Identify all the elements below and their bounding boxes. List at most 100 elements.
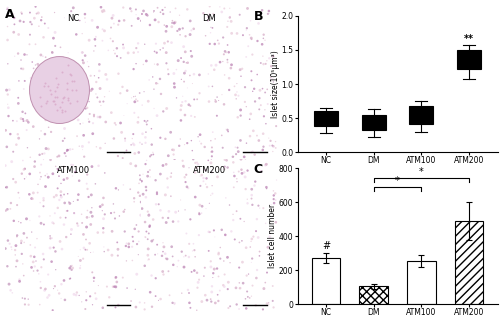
Point: [211, 136, 219, 141]
Point: [180, 44, 188, 49]
Point: [108, 229, 116, 234]
Point: [112, 122, 120, 127]
Point: [23, 118, 31, 123]
Point: [218, 92, 226, 97]
Point: [18, 251, 26, 256]
Point: [52, 249, 60, 254]
Point: [34, 190, 42, 195]
Point: [184, 140, 192, 146]
Point: [58, 195, 66, 200]
Point: [66, 276, 74, 281]
Point: [234, 149, 242, 154]
Point: [130, 94, 138, 99]
Point: [121, 136, 129, 141]
Point: [224, 306, 232, 311]
Point: [269, 149, 277, 154]
Point: [128, 234, 136, 239]
Point: [8, 290, 16, 295]
Point: [78, 144, 86, 149]
Point: [36, 214, 44, 219]
Point: [272, 178, 280, 183]
Point: [80, 94, 88, 99]
Point: [4, 92, 12, 97]
Point: [30, 77, 38, 82]
Point: [186, 18, 194, 23]
Point: [185, 290, 193, 295]
Point: [70, 5, 78, 10]
Point: [172, 6, 179, 11]
Point: [134, 115, 142, 120]
Point: [39, 251, 47, 256]
Point: [8, 247, 16, 252]
Point: [62, 235, 70, 240]
Point: [248, 37, 256, 42]
Point: [78, 31, 86, 36]
Point: [159, 249, 167, 254]
Point: [256, 88, 264, 93]
Point: [242, 296, 250, 301]
Point: [100, 94, 108, 99]
Point: [114, 153, 122, 158]
Point: [218, 227, 226, 232]
Point: [248, 36, 256, 41]
Point: [4, 105, 12, 110]
Point: [37, 52, 45, 57]
Point: [164, 39, 172, 44]
Point: [142, 135, 150, 140]
Point: [86, 294, 94, 299]
Point: [132, 46, 140, 51]
Point: [188, 269, 196, 275]
Point: [154, 81, 162, 86]
Point: [53, 154, 61, 159]
Point: [32, 42, 40, 47]
Point: [208, 191, 216, 196]
Point: [2, 87, 10, 93]
Point: [270, 188, 278, 193]
Bar: [312, 258, 340, 304]
Point: [206, 201, 214, 206]
Point: [172, 210, 179, 215]
Point: [178, 103, 186, 108]
Point: [256, 253, 264, 258]
Point: [148, 142, 156, 147]
Point: [193, 308, 201, 313]
Point: [23, 235, 31, 240]
Point: [37, 221, 45, 226]
Point: [34, 93, 42, 98]
Point: [75, 178, 83, 183]
Point: [82, 20, 90, 25]
PathPatch shape: [457, 50, 481, 69]
Point: [236, 280, 244, 285]
Point: [222, 127, 230, 132]
Point: [38, 265, 46, 270]
Point: [174, 258, 182, 263]
Point: [202, 167, 209, 172]
Point: [125, 241, 133, 246]
Point: [201, 265, 209, 270]
Point: [144, 169, 152, 174]
Point: [16, 18, 24, 23]
Point: [123, 88, 131, 93]
Point: [130, 67, 138, 72]
Point: [111, 120, 119, 126]
Point: [64, 80, 72, 85]
Point: [260, 286, 268, 291]
Circle shape: [30, 56, 90, 124]
Point: [265, 302, 273, 307]
Point: [118, 130, 126, 135]
Bar: [360, 287, 388, 304]
Point: [98, 27, 106, 32]
Point: [186, 217, 194, 222]
Point: [162, 50, 170, 55]
Point: [98, 10, 106, 15]
Point: [244, 272, 252, 277]
Point: [152, 50, 160, 55]
Point: [51, 30, 59, 35]
Point: [21, 296, 29, 301]
Point: [138, 178, 145, 184]
Point: [188, 81, 196, 86]
Point: [194, 280, 202, 285]
Point: [63, 98, 71, 103]
Point: [68, 115, 76, 120]
PathPatch shape: [362, 115, 386, 130]
